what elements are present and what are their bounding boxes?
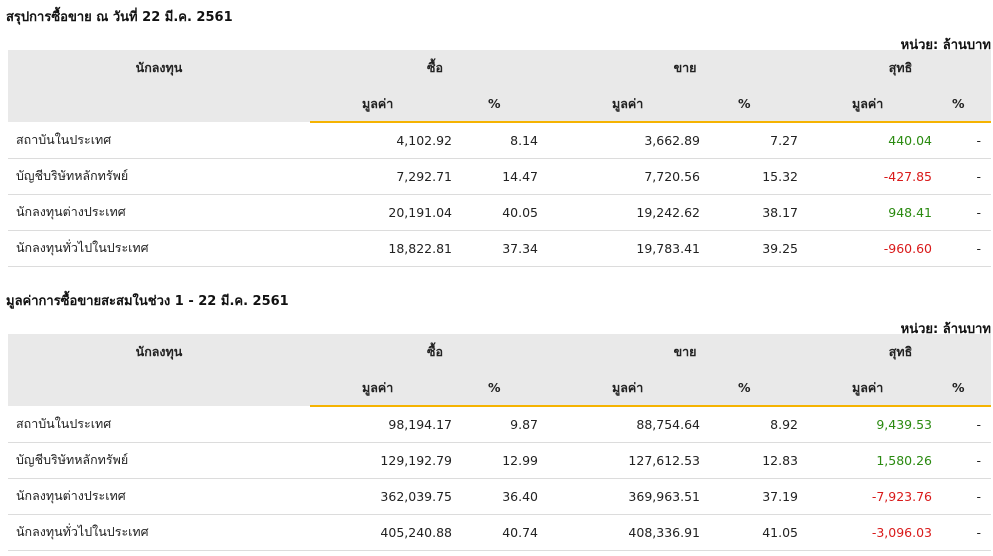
- investor-name: สถาบันในประเทศ: [8, 406, 310, 443]
- header-sell-pct: %: [710, 370, 811, 407]
- header-net: สุทธิ: [810, 334, 992, 370]
- investor-name: นักลงทุนต่างประเทศ: [8, 194, 310, 231]
- net-pct: -: [940, 406, 992, 443]
- net-pct: -: [940, 478, 992, 515]
- cumulative-summary-section: มูลค่าการซื้อขายสะสมในช่วง 1 - 22 มี.ค. …: [0, 284, 993, 556]
- investor-name: นักลงทุนทั่วไปในประเทศ: [8, 514, 310, 551]
- header-buy-value: มูลค่า: [310, 370, 460, 407]
- sell-value: 19,783.41: [560, 230, 710, 267]
- sell-pct: 15.32: [710, 158, 811, 195]
- sell-value: 3,662.89: [560, 122, 710, 159]
- table-row: นักลงทุนต่างประเทศ 362,039.75 36.40 369,963…: [8, 478, 992, 515]
- sell-pct: 41.05: [710, 514, 811, 551]
- sell-pct: 38.17: [710, 194, 811, 231]
- sell-value: 88,754.64: [560, 406, 710, 443]
- net-pct: -: [940, 194, 992, 231]
- header-sell: ขาย: [560, 50, 811, 86]
- sell-value: 369,963.51: [560, 478, 710, 515]
- sell-value: 7,720.56: [560, 158, 710, 195]
- table-row: นักลงทุนทั่วไปในประเทศ 405,240.88 40.74 408…: [8, 514, 992, 551]
- header-sell-pct: %: [710, 86, 811, 123]
- net-pct: -: [940, 514, 992, 551]
- header-blank: [8, 370, 310, 406]
- header-buy-pct: %: [460, 370, 560, 407]
- buy-pct: 9.87: [460, 406, 560, 443]
- net-value: 1,580.26: [810, 442, 941, 479]
- sell-pct: 7.27: [710, 122, 811, 159]
- sell-value: 408,336.91: [560, 514, 710, 551]
- header-net-pct: %: [940, 370, 992, 407]
- buy-pct: 37.34: [460, 230, 560, 267]
- table-row: สถาบันในประเทศ 4,102.92 8.14 3,662.89 7.27 44…: [8, 122, 992, 159]
- buy-pct: 14.47: [460, 158, 560, 195]
- buy-value: 405,240.88: [310, 514, 460, 551]
- header-investor: นักลงทุน: [8, 334, 310, 370]
- buy-value: 7,292.71: [310, 158, 460, 195]
- net-pct: -: [940, 230, 992, 267]
- table-row: บัญชีบริษัทหลักทรัพย์ 7,292.71 14.47 7,720.…: [8, 158, 992, 195]
- unit-label: หน่วย: ล้านบาท: [900, 322, 991, 337]
- header-sell: ขาย: [560, 334, 811, 370]
- investor-name: นักลงทุนต่างประเทศ: [8, 478, 310, 515]
- header-buy: ซื้อ: [310, 50, 560, 86]
- header-sell-value: มูลค่า: [560, 370, 710, 407]
- table-row: บัญชีบริษัทหลักทรัพย์ 129,192.79 12.99 127,…: [8, 442, 992, 479]
- buy-value: 18,822.81: [310, 230, 460, 267]
- buy-pct: 36.40: [460, 478, 560, 515]
- investor-name: สถาบันในประเทศ: [8, 122, 310, 159]
- buy-value: 98,194.17: [310, 406, 460, 443]
- sell-value: 127,612.53: [560, 442, 710, 479]
- investor-name: นักลงทุนทั่วไปในประเทศ: [8, 230, 310, 267]
- net-value: -960.60: [810, 230, 941, 267]
- buy-value: 362,039.75: [310, 478, 460, 515]
- header-blank: [8, 86, 310, 122]
- header-sell-value: มูลค่า: [560, 86, 710, 123]
- daily-summary-section: สรุปการซื้อขาย ณ วันที่ 22 มี.ค. 2561 หน…: [0, 0, 993, 270]
- header-net-value: มูลค่า: [810, 370, 941, 407]
- table-row: สถาบันในประเทศ 98,194.17 9.87 88,754.64 8.92…: [8, 406, 992, 443]
- section-title: มูลค่าการซื้อขายสะสมในช่วง 1 - 22 มี.ค. …: [6, 294, 289, 309]
- header-investor: นักลงทุน: [8, 50, 310, 86]
- unit-label: หน่วย: ล้านบาท: [900, 38, 991, 53]
- buy-pct: 40.05: [460, 194, 560, 231]
- section-title: สรุปการซื้อขาย ณ วันที่ 22 มี.ค. 2561: [6, 10, 233, 25]
- buy-value: 129,192.79: [310, 442, 460, 479]
- buy-pct: 12.99: [460, 442, 560, 479]
- sell-pct: 8.92: [710, 406, 811, 443]
- header-net-value: มูลค่า: [810, 86, 941, 123]
- net-pct: -: [940, 158, 992, 195]
- net-value: 948.41: [810, 194, 941, 231]
- net-pct: -: [940, 442, 992, 479]
- header-buy-pct: %: [460, 86, 560, 123]
- investor-name: บัญชีบริษัทหลักทรัพย์: [8, 442, 310, 479]
- header-buy: ซื้อ: [310, 334, 560, 370]
- sell-pct: 39.25: [710, 230, 811, 267]
- net-value: 9,439.53: [810, 406, 941, 443]
- net-value: -3,096.03: [810, 514, 941, 551]
- header-net-pct: %: [940, 86, 992, 123]
- buy-value: 20,191.04: [310, 194, 460, 231]
- daily-summary-table: นักลงทุน ซื้อ ขาย สุทธิ มูลค่า % มูลค่า …: [8, 50, 992, 267]
- buy-pct: 40.74: [460, 514, 560, 551]
- cumulative-rows: สถาบันในประเทศ 98,194.17 9.87 88,754.64 8.92…: [8, 406, 992, 551]
- net-value: -427.85: [810, 158, 941, 195]
- header-net: สุทธิ: [810, 50, 992, 86]
- net-pct: -: [940, 122, 992, 159]
- buy-pct: 8.14: [460, 122, 560, 159]
- daily-rows: สถาบันในประเทศ 4,102.92 8.14 3,662.89 7.27 44…: [8, 122, 992, 267]
- buy-value: 4,102.92: [310, 122, 460, 159]
- table-row: นักลงทุนทั่วไปในประเทศ 18,822.81 37.34 19,7…: [8, 230, 992, 267]
- net-value: -7,923.76: [810, 478, 941, 515]
- sell-pct: 37.19: [710, 478, 811, 515]
- table-row: นักลงทุนต่างประเทศ 20,191.04 40.05 19,242.6…: [8, 194, 992, 231]
- net-value: 440.04: [810, 122, 941, 159]
- cumulative-summary-table: นักลงทุน ซื้อ ขาย สุทธิ มูลค่า % มูลค่า …: [8, 334, 992, 551]
- header-buy-value: มูลค่า: [310, 86, 460, 123]
- investor-name: บัญชีบริษัทหลักทรัพย์: [8, 158, 310, 195]
- sell-pct: 12.83: [710, 442, 811, 479]
- sell-value: 19,242.62: [560, 194, 710, 231]
